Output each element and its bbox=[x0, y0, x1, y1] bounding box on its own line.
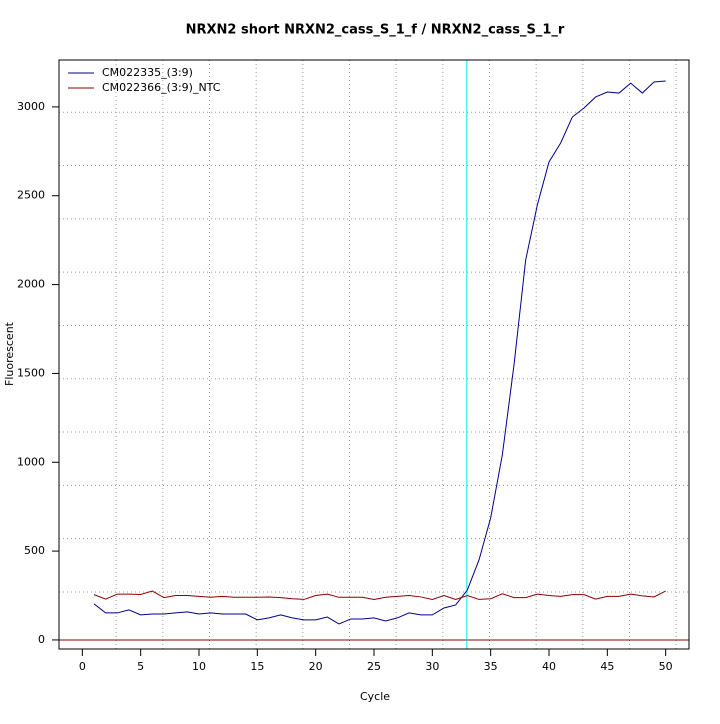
y-tick-label: 500 bbox=[24, 544, 45, 557]
x-tick-label: 45 bbox=[600, 660, 614, 673]
x-tick-label: 40 bbox=[542, 660, 556, 673]
y-tick-label: 1500 bbox=[17, 366, 45, 379]
x-tick-label: 20 bbox=[309, 660, 323, 673]
x-tick-label: 0 bbox=[79, 660, 86, 673]
y-tick-label: 2500 bbox=[17, 189, 45, 202]
x-tick-label: 35 bbox=[484, 660, 498, 673]
plot-frame bbox=[58, 59, 690, 650]
y-axis-label: Fluorescent bbox=[3, 321, 16, 386]
x-tick-label: 30 bbox=[425, 660, 439, 673]
y-tick-label: 3000 bbox=[17, 100, 45, 113]
x-tick-label: 25 bbox=[367, 660, 381, 673]
legend-label: CM022366_(3:9)_NTC bbox=[102, 81, 221, 94]
x-tick-label: 10 bbox=[192, 660, 206, 673]
y-tick-label: 2000 bbox=[17, 278, 45, 291]
series-line bbox=[93, 80, 666, 625]
x-tick-label: 5 bbox=[137, 660, 144, 673]
y-tick-label: 0 bbox=[38, 633, 45, 646]
legend-label: CM022335_(3:9) bbox=[102, 66, 193, 79]
x-axis-label: Cycle bbox=[360, 690, 390, 703]
y-tick-label: 1000 bbox=[17, 455, 45, 468]
x-tick-label: 15 bbox=[250, 660, 264, 673]
x-tick-label: 50 bbox=[659, 660, 673, 673]
chart-title: NRXN2 short NRXN2_cass_S_1_f / NRXN2_cas… bbox=[186, 23, 565, 38]
series-line bbox=[93, 590, 666, 600]
